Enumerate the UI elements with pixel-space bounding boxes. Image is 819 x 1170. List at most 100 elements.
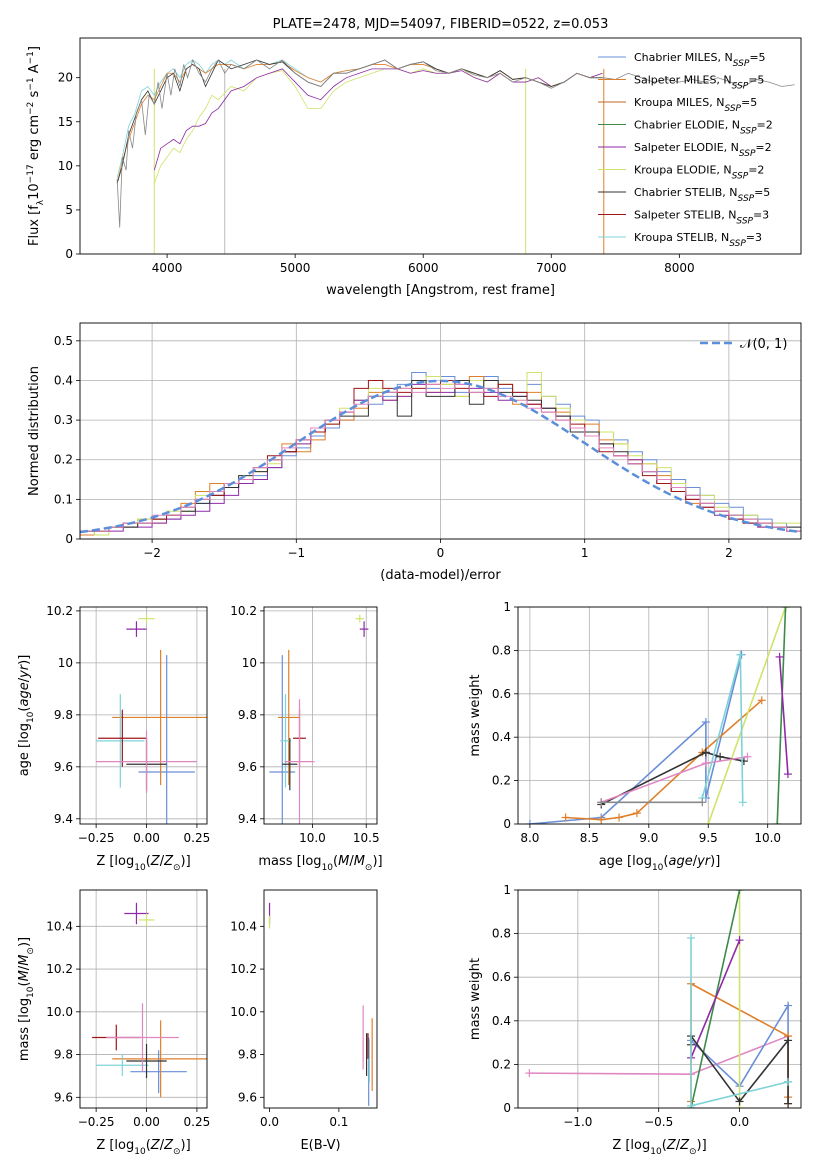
age-vs-Z-x-label-part: / xyxy=(160,854,165,869)
y-tick-label: 10.0 xyxy=(46,1005,73,1019)
weight-vs-age-x-label-part: 10 xyxy=(652,863,664,873)
legend-label-part: SSP xyxy=(740,127,757,137)
legend-label: Kroupa ELODIE, NSSP=2 xyxy=(634,164,764,182)
mass-vs-Z-x-label: Z [log10(Z/Z⊙)] xyxy=(96,1138,190,1157)
weight-vs-Z-x-label-part: )] xyxy=(697,1138,707,1153)
y-tick-label: 20 xyxy=(58,71,73,85)
legend-label-part: =5 xyxy=(754,186,770,199)
age-vs-mass-x-label: mass [log10(M/M⊙)] xyxy=(258,854,382,873)
mass-vs-Z-points xyxy=(92,902,207,1098)
weight-vs-Z-panel: −1.0 −0.5 0.000.20.40.60.81Z [log10(Z/Z⊙)]… xyxy=(468,883,802,1157)
y-tick-label: 9.8 xyxy=(54,708,73,722)
mass-vs-ebv-x-label-part: E(B-V) xyxy=(300,1138,340,1153)
x-tick-label: −1 xyxy=(287,546,305,560)
x-tick-label: 0 xyxy=(437,546,445,560)
x-tick-label: 8.0 xyxy=(520,831,539,845)
y-tick-label: 0 xyxy=(503,817,511,831)
y-tick-label: 9.8 xyxy=(238,708,257,722)
spectrum-y-label-part: λ xyxy=(36,199,46,205)
age-vs-mass-x-label-part: mass [log xyxy=(258,854,321,869)
weight-vs-Z-x-label-part: / xyxy=(676,1138,681,1153)
mass-vs-Z-x-label-part: )] xyxy=(181,1138,191,1153)
x-tick-label: 2 xyxy=(725,546,733,560)
residuals-y-label: Normed distribution xyxy=(27,366,42,496)
weight-series-line xyxy=(565,699,763,821)
y-tick-label: 0.4 xyxy=(492,1014,511,1028)
y-tick-label: 0.2 xyxy=(54,453,73,467)
x-tick-label: 0.1 xyxy=(329,1115,348,1129)
y-tick-label: 10 xyxy=(58,159,73,173)
weight-series-line xyxy=(529,654,743,824)
legend-label: Chabrier MILES, NSSP=5 xyxy=(634,51,766,69)
age-vs-Z-y-label-part: / xyxy=(17,677,32,682)
y-tick-label: 0 xyxy=(503,1101,511,1115)
mass-vs-Z-x-label-part: / xyxy=(160,1138,165,1153)
x-tick-label: 10.0 xyxy=(299,831,326,845)
weight-vs-Z-lines xyxy=(525,890,793,1108)
x-tick-label: 0.00 xyxy=(133,1115,160,1129)
axes-frame xyxy=(79,37,802,255)
y-tick-label: 10.0 xyxy=(230,1005,257,1019)
age-vs-Z-y-label-part: 10 xyxy=(26,711,36,723)
age-vs-mass-x-label-part: 10 xyxy=(322,863,334,873)
y-tick-label: 0.5 xyxy=(54,334,73,348)
weight-vs-Z-x-label-part: Z xyxy=(666,1138,677,1153)
legend-label-part: SSP xyxy=(724,104,741,114)
legend-label-part: Salpeter STELIB, N xyxy=(634,209,736,222)
spectrum-y-label-part: 10 xyxy=(27,183,42,200)
legend-label-part: Salpeter ELODIE, N xyxy=(634,141,739,154)
age-vs-mass-x-label-part: M xyxy=(338,854,349,869)
mass-vs-Z-x-label-part: Z xyxy=(163,1138,174,1153)
axes-frame xyxy=(517,889,802,1109)
mass-vs-Z-y-label-part: mass [log xyxy=(17,998,32,1061)
spectrum-y-label: Flux [fλ10−17 erg cm−2 s−1 A−1] xyxy=(26,46,46,246)
weight-vs-age-x-label-part: ( xyxy=(663,854,668,869)
legend-label-part: =2 xyxy=(755,141,771,154)
spectrum-y-label-part: s xyxy=(27,90,42,101)
age-vs-Z-y-label-part: )] xyxy=(17,655,32,665)
mass-vs-Z-panel: −0.25 0.00 0.259.69.810.010.210.4Z [log10(… xyxy=(17,889,211,1157)
age-vs-Z-x-label-part: 10 xyxy=(134,863,146,873)
x-tick-label: 5000 xyxy=(280,261,311,275)
mass-vs-Z-x-label-part: Z xyxy=(150,1138,161,1153)
legend-label-part: SSP xyxy=(732,82,749,92)
x-tick-label: −2 xyxy=(143,546,161,560)
histogram-steps xyxy=(80,372,801,539)
mass-vs-Z-y-label-part: )] xyxy=(17,937,32,947)
weight-vs-age-lines xyxy=(525,607,792,824)
y-tick-label: 9.4 xyxy=(54,812,73,826)
y-tick-label: 0.2 xyxy=(492,1057,511,1071)
x-tick-label: 0.25 xyxy=(184,1115,211,1129)
age-vs-Z-x-label-part: Z xyxy=(163,854,174,869)
legend-label-part: =5 xyxy=(741,96,757,109)
legend-label-part: =2 xyxy=(757,119,773,132)
x-tick-label: −0.25 xyxy=(78,1115,115,1129)
weight-vs-age-x-label-part: / xyxy=(693,854,698,869)
legend-label-part: =3 xyxy=(746,231,762,244)
y-tick-label: 0.3 xyxy=(54,413,73,427)
y-tick-label: 0.2 xyxy=(492,774,511,788)
legend-label-part: SSP xyxy=(733,59,750,69)
legend-label: Salpeter STELIB, NSSP=3 xyxy=(634,209,769,227)
weight-vs-Z-x-label-part: 10 xyxy=(650,1147,662,1157)
x-tick-label: 8000 xyxy=(664,261,695,275)
legend-label-part: =3 xyxy=(753,209,769,222)
age-vs-mass-x-label-part: / xyxy=(349,854,354,869)
weight-vs-age-panel: 8.0 8.5 9.0 9.5 10.0 0 0.2 0.4 0.6 0.8 1 age [log10… xyxy=(468,600,802,873)
weight-vs-Z-x-label-part: ⊙ xyxy=(689,1147,697,1157)
spectrum-x-label: wavelength [Angstrom, rest frame] xyxy=(326,283,555,298)
x-tick-label: 7000 xyxy=(536,261,567,275)
y-tick-label: 0 xyxy=(65,532,73,546)
legend-label-part: SSP xyxy=(729,239,746,249)
age-vs-Z-y-label-part: age xyxy=(17,682,32,706)
residuals-legend: 𝒩(0, 1) xyxy=(700,337,787,352)
legend-label-part: Chabrier ELODIE, N xyxy=(634,119,740,132)
spectrum-y-label-part: −2 xyxy=(26,102,36,115)
x-tick-label: 9.5 xyxy=(699,831,718,845)
mass-vs-ebv-x-label: E(B-V) xyxy=(300,1138,340,1153)
y-tick-label: 9.6 xyxy=(54,1090,73,1104)
spectrum-y-label-part: −1 xyxy=(26,51,36,64)
weight-vs-age-y-label: mass weight xyxy=(468,674,483,756)
